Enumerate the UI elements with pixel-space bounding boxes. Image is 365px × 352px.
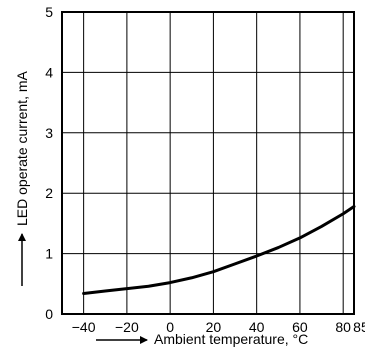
series-line xyxy=(82,204,356,295)
y-tick-label: 5 xyxy=(45,4,53,20)
x-tick-label: 80 xyxy=(335,319,351,335)
x-tick-label: 60 xyxy=(292,319,308,335)
y-axis-title: LED operate current, mA xyxy=(14,70,30,226)
y-tick-label: 1 xyxy=(45,246,53,262)
x-tick-label: 40 xyxy=(249,319,265,335)
x-tick-label: 0 xyxy=(166,319,174,335)
y-tick-label: 0 xyxy=(45,306,53,322)
y-tick-label: 2 xyxy=(45,185,53,201)
tick-label-group: −40 −20 0 20 40 60 80 85 0 1 2 3 4 5 xyxy=(45,4,365,335)
x-axis-title-group: Ambient temperature, °C xyxy=(96,331,308,347)
x-axis-title: Ambient temperature, °C xyxy=(154,331,308,347)
series-group xyxy=(82,204,356,295)
y-tick-label: 3 xyxy=(45,125,53,141)
y-axis-title-group: LED operate current, mA xyxy=(14,70,30,286)
x-tick-label: −40 xyxy=(72,319,96,335)
plot-frame xyxy=(61,11,355,315)
axis-group xyxy=(61,11,355,315)
x-tick-label: 85 xyxy=(353,319,365,335)
x-tick-label: −20 xyxy=(115,319,139,335)
x-tick-label: 20 xyxy=(206,319,222,335)
y-tick-label: 4 xyxy=(45,64,53,80)
